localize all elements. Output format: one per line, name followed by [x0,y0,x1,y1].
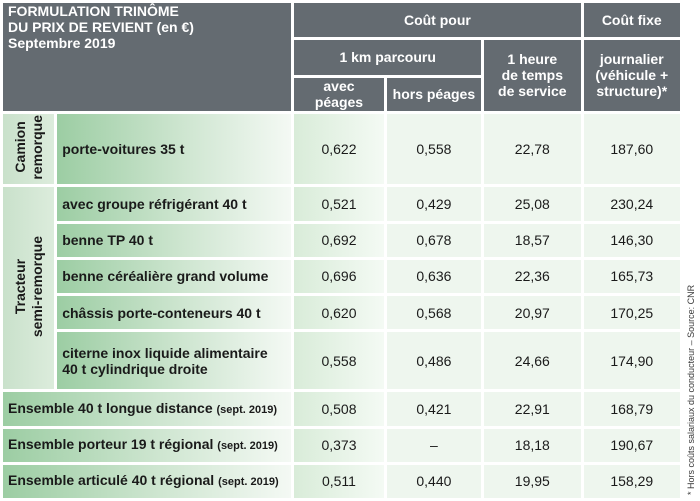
row-label: Ensemble articulé 40 t régional (sept. 2… [3,464,292,498]
table-title: FORMULATION TRINÔME DU PRIX DE REVIENT (… [3,3,292,111]
row-label: benne céréalière grand volume [57,259,292,293]
header-km-parcouru: 1 km parcouru [294,40,482,75]
footnote: * Hors coûts salariaux du conducteur – S… [686,284,696,495]
cell-heure-service: 24,66 [484,332,581,390]
row-label: benne TP 40 t [57,223,292,257]
title-line-3: Septembre 2019 [8,35,116,51]
table-row: citerne inox liquide alimentaire 40 t cy… [3,332,680,390]
journalier-line-1: journalier [599,51,664,68]
cell-cout-fixe: 170,25 [583,295,680,330]
cell-avec-peages: 0,508 [294,392,384,426]
cell-hors-peages: 0,558 [386,113,482,185]
heure-line-2: de temps [501,67,564,84]
cell-heure-service: 20,97 [484,295,581,330]
row-label-line-1: citerne inox liquide alimentaire [62,344,268,361]
cell-heure-service: 19,95 [484,464,581,498]
cell-cout-fixe: 187,60 [583,113,680,185]
group-camion-line-2: remorque [28,115,45,180]
header-journalier: journalier (véhicule + structure)* [583,40,680,111]
journalier-line-2: (véhicule + [595,67,669,84]
header-cout-fixe: Coût fixe [583,3,680,38]
cell-heure-service: 22,36 [484,259,581,293]
table-row: Camion remorque porte-voitures 35 t 0,62… [3,113,680,185]
cell-hors-peages: 0,678 [386,223,482,257]
table-row: Tracteur semi-remorque avec groupe réfri… [3,187,680,390]
row-label: Ensemble porteur 19 t régional (sept. 20… [3,428,292,462]
cell-cout-fixe: 146,30 [583,223,680,257]
cell-hors-peages: 0,421 [386,392,482,426]
cell-hors-peages: 0,429 [386,187,482,221]
row-label-sub: (sept. 2019) [217,440,278,453]
cell-heure-service: 22,91 [484,392,581,426]
row-label-main: Ensemble articulé 40 t régional [8,472,215,489]
group-tracteur-semi-remorque: Tracteur semi-remorque [3,187,55,390]
cell-hors-peages: 0,568 [386,295,482,330]
cell-avec-peages: 0,511 [294,464,384,498]
cell-cout-fixe: 190,67 [583,428,680,462]
cell-hors-peages: 0,636 [386,259,482,293]
row-label: châssis porte-conteneurs 40 t [57,295,292,330]
cell-heure-service: 18,57 [484,223,581,257]
table-row: châssis porte-conteneurs 40 t 0,620 0,56… [3,295,680,330]
group-tracteur-line-2: semi-remorque [28,236,45,338]
cell-avec-peages: 0,558 [294,332,384,390]
cell-hors-peages: 0,440 [386,464,482,498]
row-label-sub: (sept. 2019) [216,403,278,416]
cell-cout-fixe: 168,79 [583,392,680,426]
header-hors-peages: hors péages [386,77,482,111]
heure-line-3: de service [498,83,567,100]
cell-heure-service: 18,18 [484,428,581,462]
table-row: benne céréalière grand volume 0,696 0,63… [3,259,680,293]
table-row: Ensemble articulé 40 t régional (sept. 2… [3,464,680,498]
cell-avec-peages: 0,373 [294,428,384,462]
row-label: avec groupe réfrigérant 40 t [57,187,292,221]
journalier-line-3: structure)* [596,83,668,100]
title-line-2: DU PRIX DE REVIENT (en €) [8,19,194,35]
row-label-main: Ensemble porteur 19 t régional [8,436,214,453]
table-row: Ensemble porteur 19 t régional (sept. 20… [3,428,680,462]
header-heure-service: 1 heure de temps de service [484,40,581,111]
table-row: benne TP 40 t 0,692 0,678 18,57 146,30 [3,223,680,257]
cell-heure-service: 22,78 [484,113,581,185]
cell-cout-fixe: 174,90 [583,332,680,390]
title-line-1: FORMULATION TRINÔME [8,3,179,19]
cell-heure-service: 25,08 [484,187,581,221]
table-row: Ensemble 40 t longue distance (sept. 201… [3,392,680,426]
header-cout-pour: Coût pour [294,3,581,38]
cell-hors-peages: – [386,428,482,462]
cell-avec-peages: 0,692 [294,223,384,257]
cost-table: FORMULATION TRINÔME DU PRIX DE REVIENT (… [3,3,680,498]
cell-avec-peages: 0,696 [294,259,384,293]
row-label-sub: (sept. 2019) [218,476,279,489]
cell-cout-fixe: 158,29 [583,464,680,498]
group-camion-remorque: Camion remorque [3,113,55,185]
cell-avec-peages: 0,620 [294,295,384,330]
row-label-main: Ensemble 40 t longue distance [8,399,213,416]
cell-cout-fixe: 230,24 [583,187,680,221]
row-label-line-2: 40 t cylindrique droite [62,360,208,377]
group-camion-line-1: Camion [11,121,28,174]
cell-cout-fixe: 165,73 [583,259,680,293]
row-label: citerne inox liquide alimentaire 40 t cy… [57,332,292,390]
row-label: Ensemble 40 t longue distance (sept. 201… [3,392,292,426]
heure-line-1: 1 heure [507,51,558,68]
header-avec-peages: avec péages [294,77,384,111]
group-tracteur-line-1: Tracteur [11,259,28,315]
row-label: porte-voitures 35 t [57,113,292,185]
cell-avec-peages: 0,622 [294,113,384,185]
cell-avec-peages: 0,521 [294,187,384,221]
cell-hors-peages: 0,486 [386,332,482,390]
